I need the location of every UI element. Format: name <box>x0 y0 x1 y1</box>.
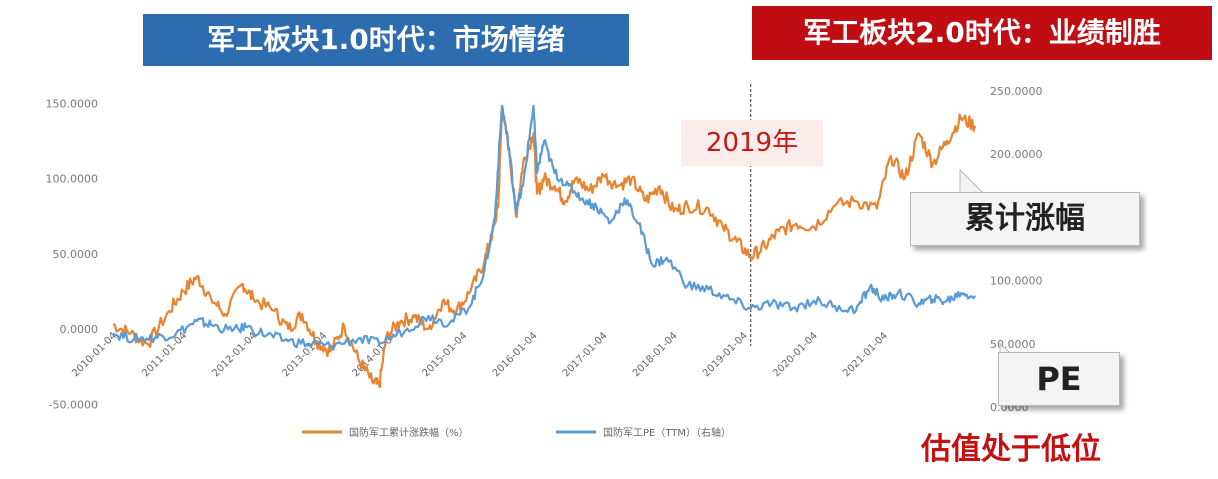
x-tick-label: 2017-01-04 <box>561 330 610 379</box>
right-tick-label: 200.0000 <box>990 148 1043 161</box>
legend: 国防军工累计涨跌幅（%） 国防军工PE（TTM）（右轴） <box>302 426 731 439</box>
series-layer <box>112 104 977 389</box>
x-tick-label: 2010-01-04 <box>70 330 119 379</box>
left-tick-label: 50.0000 <box>53 248 99 261</box>
pe-callout: PE <box>998 352 1120 406</box>
x-tick-label: 2016-01-04 <box>491 330 540 379</box>
x-axis: 2010-01-04 2011-01-04 2012-01-04 2013-01-04… <box>70 330 890 379</box>
legend-label: 国防军工PE（TTM）（右轴） <box>603 426 731 439</box>
pe-line <box>112 104 976 351</box>
left-tick-label: 0.0000 <box>60 323 99 336</box>
left-tick-label: 100.0000 <box>46 173 99 186</box>
right-tick-label: 250.0000 <box>990 85 1043 98</box>
valuation-note: 估值处于低位 <box>921 432 1101 467</box>
banner-era-2: 军工板块2.0时代：业绩制胜 <box>752 6 1212 60</box>
x-tick-label: 2015-01-04 <box>421 330 470 379</box>
x-tick-label: 2018-01-04 <box>631 330 680 379</box>
left-tick-label: 150.0000 <box>46 97 99 110</box>
x-tick-label: 2012-01-04 <box>210 330 259 379</box>
left-tick-label: -50.0000 <box>49 398 98 411</box>
legend-label: 国防军工累计涨跌幅（%） <box>349 426 469 439</box>
right-tick-label: 100.0000 <box>990 275 1043 288</box>
year-marker-label: 2019年 <box>681 120 823 166</box>
cumulative-return-line <box>112 109 977 389</box>
x-tick-label: 2020-01-04 <box>771 330 820 379</box>
banner-era-1: 军工板块1.0时代：市场情绪 <box>143 14 629 66</box>
right-tick-label: 50.0000 <box>990 338 1036 351</box>
cumulative-callout: 累计涨幅 <box>910 192 1140 246</box>
left-y-axis: 150.0000 100.0000 50.0000 0.0000 -50.0000 <box>46 97 99 411</box>
x-tick-label: 2019-01-04 <box>701 330 750 379</box>
x-tick-label: 2021-01-04 <box>841 330 890 379</box>
x-tick-label: 2013-01-04 <box>280 330 329 379</box>
